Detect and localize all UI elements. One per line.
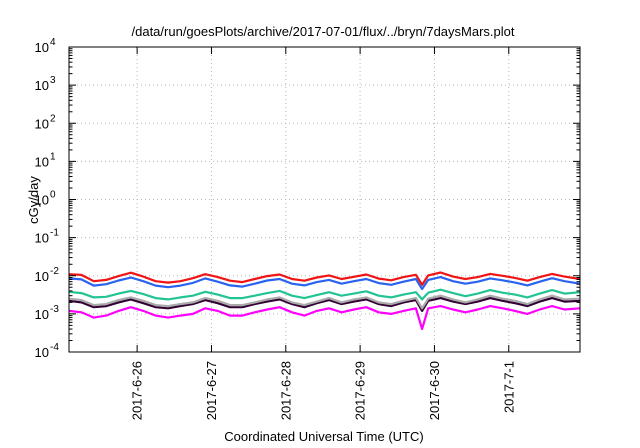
y-tick-label: 10: [35, 269, 49, 284]
y-tick-base: 10: [35, 269, 49, 284]
y-tick-label: 10: [35, 78, 49, 93]
y-tick-label: 10: [35, 231, 49, 246]
y-tick-base: 10: [35, 345, 49, 360]
x-tick-label: 2017-6-28: [278, 361, 293, 420]
x-tick-label: 2017-6-26: [130, 361, 145, 420]
y-tick-base: 10: [35, 231, 49, 246]
series-line: [68, 294, 581, 310]
series-line: [68, 297, 581, 312]
y-tick-exponent: -3: [50, 304, 59, 315]
y-tick-exponent: -1: [50, 228, 59, 239]
chart-title: /data/run/goesPlots/archive/2017-07-01/f…: [132, 24, 515, 39]
y-tick-label: 10: [35, 307, 49, 322]
y-tick-base: 10: [35, 40, 49, 55]
series-line: [68, 271, 581, 286]
x-tick-label: 2017-6-27: [204, 361, 219, 420]
y-tick-base: 10: [35, 116, 49, 131]
series-line: [68, 305, 581, 331]
y-axis-label: cGy/day: [26, 176, 41, 224]
y-tick-exponent: 0: [50, 190, 56, 201]
y-tick-label: 10: [35, 154, 49, 169]
y-tick-exponent: -2: [50, 266, 59, 277]
y-tick-label: 10: [35, 193, 49, 208]
y-tick-label: 10: [35, 345, 49, 360]
y-tick-exponent: 1: [50, 151, 56, 162]
y-tick-exponent: 2: [50, 113, 56, 124]
series-lines: [68, 271, 581, 331]
series-line: [68, 276, 581, 291]
x-tick-label: 2017-6-30: [427, 361, 442, 420]
series-line: [68, 288, 581, 301]
y-tick-base: 10: [35, 154, 49, 169]
y-tick-base: 10: [35, 193, 49, 208]
y-tick-exponent: -4: [50, 342, 59, 353]
x-tick-label: 2017-7-1: [501, 361, 516, 413]
y-tick-exponent: 3: [50, 75, 56, 86]
x-axis-label: Coordinated Universal Time (UTC): [224, 429, 423, 444]
y-tick-exponent: 4: [50, 37, 56, 48]
grid-lines: [69, 47, 580, 352]
y-tick-label: 10: [35, 40, 49, 55]
y-tick-label: 10: [35, 116, 49, 131]
y-tick-base: 10: [35, 307, 49, 322]
x-tick-label: 2017-6-29: [353, 361, 368, 420]
y-tick-base: 10: [35, 78, 49, 93]
